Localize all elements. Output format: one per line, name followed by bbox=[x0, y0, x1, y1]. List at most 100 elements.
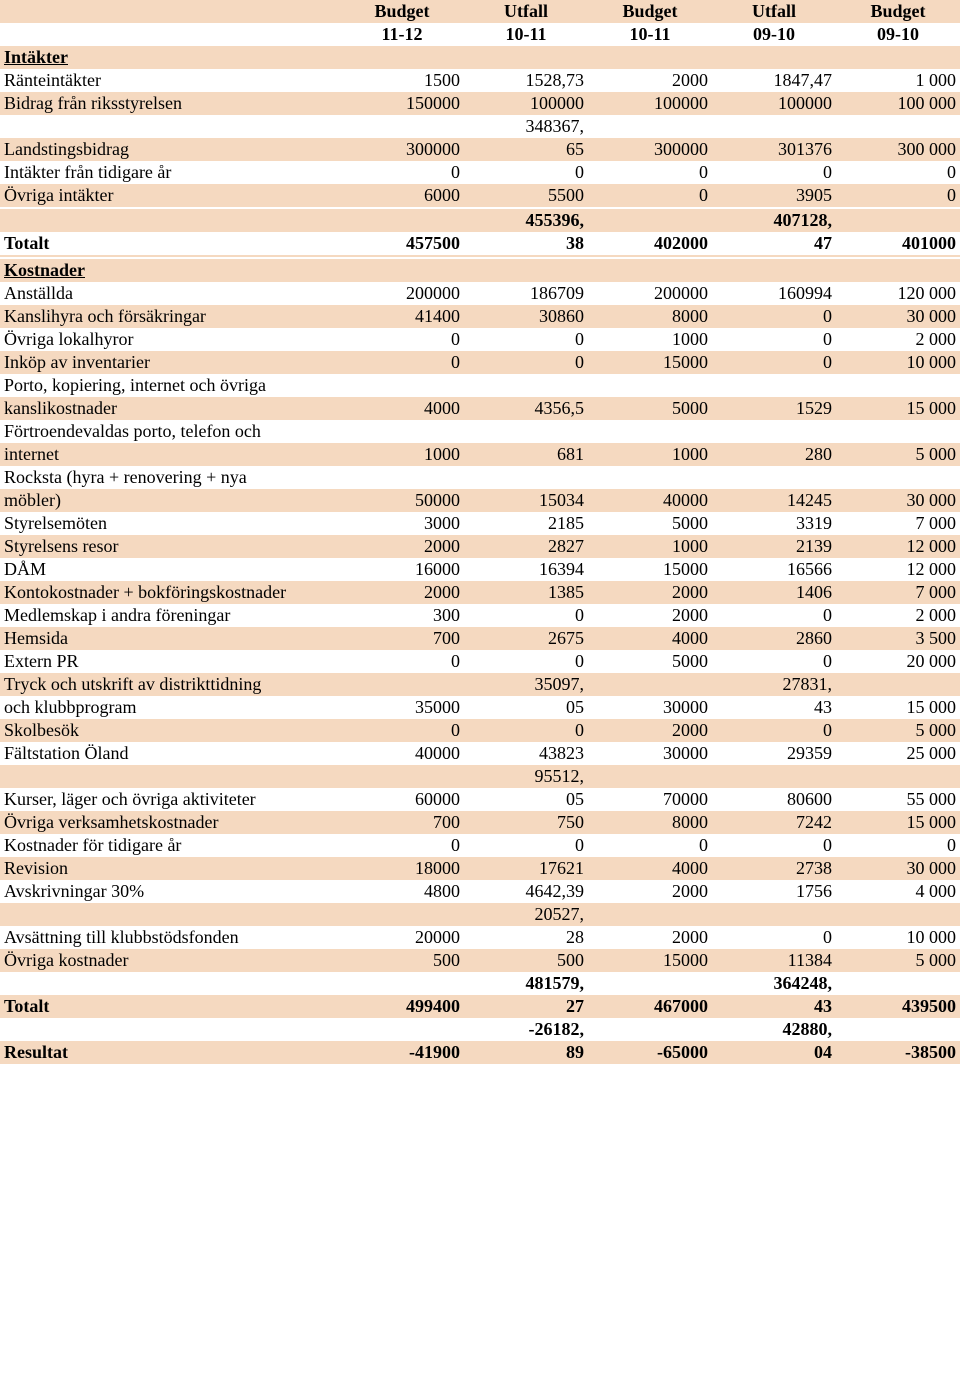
row-label: internet bbox=[0, 443, 340, 466]
cell: 70000 bbox=[588, 788, 712, 811]
cell bbox=[836, 209, 960, 232]
cell bbox=[340, 1018, 464, 1041]
row-label: Styrelsemöten bbox=[0, 512, 340, 535]
cell: 364248, bbox=[712, 972, 836, 995]
cell: -65000 bbox=[588, 1041, 712, 1064]
cell: 2675 bbox=[464, 627, 588, 650]
row-label: Kanslihyra och försäkringar bbox=[0, 305, 340, 328]
cell: 80600 bbox=[712, 788, 836, 811]
cell: 0 bbox=[712, 351, 836, 374]
cell: 0 bbox=[836, 184, 960, 207]
cell: 0 bbox=[340, 328, 464, 351]
cell: 4356,5 bbox=[464, 397, 588, 420]
cell: 4642,39 bbox=[464, 880, 588, 903]
cell: 300000 bbox=[340, 138, 464, 161]
header-col-0: Budget bbox=[340, 0, 464, 23]
cell: 3319 bbox=[712, 512, 836, 535]
cell: 15 000 bbox=[836, 811, 960, 834]
cell bbox=[712, 466, 836, 489]
header-col-2: Budget bbox=[588, 0, 712, 23]
cell: 43823 bbox=[464, 742, 588, 765]
row-label: Revision bbox=[0, 857, 340, 880]
cell: 0 bbox=[464, 834, 588, 857]
blank bbox=[588, 259, 712, 282]
cell: 300 bbox=[340, 604, 464, 627]
cell bbox=[836, 466, 960, 489]
cell: 2000 bbox=[588, 604, 712, 627]
cell bbox=[836, 115, 960, 138]
cell: 0 bbox=[464, 719, 588, 742]
blank bbox=[712, 46, 836, 69]
cell: 5 000 bbox=[836, 949, 960, 972]
row-label: Totalt bbox=[0, 995, 340, 1018]
cell bbox=[588, 115, 712, 138]
cell: 700 bbox=[340, 627, 464, 650]
cell bbox=[340, 115, 464, 138]
budget-table: BudgetUtfallBudgetUtfallBudget11-1210-11… bbox=[0, 0, 960, 1064]
header-period-3: 09-10 bbox=[712, 23, 836, 46]
cell: 38 bbox=[464, 232, 588, 255]
cell: 20000 bbox=[340, 926, 464, 949]
cell: 47 bbox=[712, 232, 836, 255]
cell: 0 bbox=[712, 161, 836, 184]
cell: 4000 bbox=[340, 397, 464, 420]
cell bbox=[712, 420, 836, 443]
cell: 15000 bbox=[588, 558, 712, 581]
cell: 200000 bbox=[340, 282, 464, 305]
row-label: Anställda bbox=[0, 282, 340, 305]
cell: 100000 bbox=[712, 92, 836, 115]
row-label: Övriga kostnader bbox=[0, 949, 340, 972]
section-intakter: Intäkter bbox=[0, 46, 340, 69]
cell bbox=[712, 765, 836, 788]
row-label: Medlemskap i andra föreningar bbox=[0, 604, 340, 627]
cell: 1406 bbox=[712, 581, 836, 604]
cell: 2 000 bbox=[836, 604, 960, 627]
blank bbox=[836, 259, 960, 282]
cell: 18000 bbox=[340, 857, 464, 880]
cell: 2000 bbox=[340, 581, 464, 604]
cell: 1000 bbox=[588, 443, 712, 466]
cell: 5 000 bbox=[836, 443, 960, 466]
row-label: Avsättning till klubbstödsfonden bbox=[0, 926, 340, 949]
row-label: Porto, kopiering, internet och övriga bbox=[0, 374, 340, 397]
cell: 2000 bbox=[588, 719, 712, 742]
cell: 3000 bbox=[340, 512, 464, 535]
row-label: Fältstation Öland bbox=[0, 742, 340, 765]
cell: 0 bbox=[712, 604, 836, 627]
cell bbox=[588, 1018, 712, 1041]
blank bbox=[588, 46, 712, 69]
cell bbox=[588, 374, 712, 397]
cell bbox=[836, 374, 960, 397]
cell: 10 000 bbox=[836, 926, 960, 949]
blank bbox=[340, 46, 464, 69]
cell bbox=[464, 420, 588, 443]
row-label: Kostnader för tidigare år bbox=[0, 834, 340, 857]
cell: 17621 bbox=[464, 857, 588, 880]
blank bbox=[464, 46, 588, 69]
cell: 455396, bbox=[464, 209, 588, 232]
cell: 8000 bbox=[588, 305, 712, 328]
cell: 5000 bbox=[588, 512, 712, 535]
row-label bbox=[0, 765, 340, 788]
cell: 28 bbox=[464, 926, 588, 949]
cell: 300 000 bbox=[836, 138, 960, 161]
cell: 1385 bbox=[464, 581, 588, 604]
cell: 3905 bbox=[712, 184, 836, 207]
cell bbox=[340, 420, 464, 443]
cell: 30 000 bbox=[836, 305, 960, 328]
cell: 2827 bbox=[464, 535, 588, 558]
cell: 0 bbox=[464, 328, 588, 351]
cell: 5000 bbox=[588, 650, 712, 673]
cell: 280 bbox=[712, 443, 836, 466]
cell: 04 bbox=[712, 1041, 836, 1064]
cell: 7242 bbox=[712, 811, 836, 834]
row-label: Tryck och utskrift av distrikttidning bbox=[0, 673, 340, 696]
row-label: Kurser, läger och övriga aktiviteter bbox=[0, 788, 340, 811]
cell: 16000 bbox=[340, 558, 464, 581]
header-period-2: 10-11 bbox=[588, 23, 712, 46]
cell: 20527, bbox=[464, 903, 588, 926]
cell bbox=[588, 673, 712, 696]
cell: 0 bbox=[836, 834, 960, 857]
row-label: Övriga verksamhetskostnader bbox=[0, 811, 340, 834]
header-blank bbox=[0, 0, 340, 23]
